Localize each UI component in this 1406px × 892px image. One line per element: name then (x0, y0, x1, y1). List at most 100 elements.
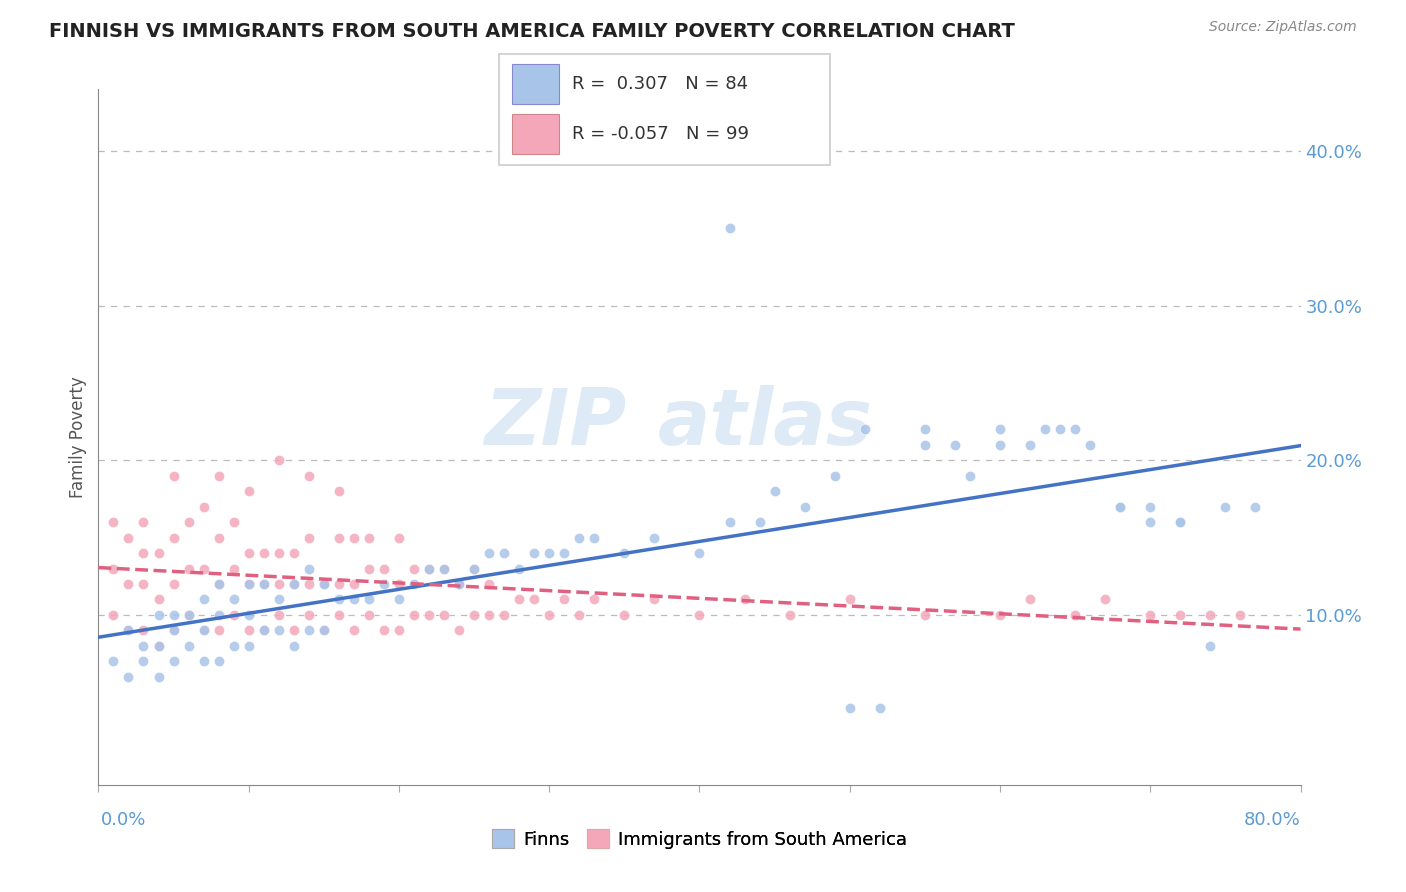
Point (283, 639, 305, 653)
Point (402, 577, 425, 591)
Bar (512, 63, 558, 103)
Point (508, 561, 530, 575)
Point (523, 546, 546, 560)
Point (238, 577, 260, 591)
Point (148, 592, 170, 607)
Point (162, 531, 184, 545)
Point (253, 624, 276, 638)
Point (388, 592, 411, 607)
Point (373, 624, 395, 638)
Point (148, 670, 170, 684)
Point (793, 500, 815, 514)
Point (177, 639, 200, 653)
Point (148, 607, 170, 622)
Point (1170, 607, 1192, 622)
Point (132, 654, 155, 668)
Point (463, 561, 485, 575)
Point (343, 624, 366, 638)
Point (267, 607, 290, 622)
Point (688, 607, 710, 622)
Point (298, 607, 321, 622)
Point (238, 607, 260, 622)
Point (238, 484, 260, 499)
Point (238, 577, 260, 591)
Point (1078, 438, 1101, 452)
Point (343, 592, 366, 607)
Point (298, 577, 321, 591)
Point (238, 639, 260, 653)
Point (388, 531, 411, 545)
Point (162, 607, 184, 622)
Point (208, 577, 231, 591)
Y-axis label: Family Poverty: Family Poverty (69, 376, 87, 498)
Point (779, 607, 801, 622)
Point (1064, 607, 1087, 622)
Point (538, 607, 561, 622)
Point (1199, 639, 1222, 653)
Point (568, 531, 591, 545)
Point (463, 607, 485, 622)
Point (162, 624, 184, 638)
Point (162, 624, 184, 638)
Point (193, 624, 215, 638)
Point (267, 577, 290, 591)
Point (222, 639, 245, 653)
Point (357, 531, 380, 545)
Point (283, 577, 305, 591)
Point (312, 577, 335, 591)
Point (914, 438, 936, 452)
Point (328, 484, 350, 499)
Point (343, 531, 366, 545)
Text: R = -0.057   N = 99: R = -0.057 N = 99 (572, 125, 749, 143)
Point (208, 468, 231, 483)
Point (613, 607, 636, 622)
Text: 0.0%: 0.0% (101, 811, 146, 829)
Point (343, 577, 366, 591)
Point (298, 468, 321, 483)
Point (853, 422, 876, 436)
Point (494, 546, 516, 560)
Point (328, 577, 350, 591)
Point (478, 577, 501, 591)
Point (463, 561, 485, 575)
Point (1033, 422, 1056, 436)
Point (312, 577, 335, 591)
Point (1139, 607, 1161, 622)
Point (177, 607, 200, 622)
Point (734, 592, 756, 607)
Point (553, 592, 575, 607)
Point (1170, 515, 1192, 529)
Point (148, 639, 170, 653)
Point (132, 546, 155, 560)
Point (508, 592, 530, 607)
Point (643, 592, 665, 607)
Point (193, 592, 215, 607)
Text: R =  0.307   N = 84: R = 0.307 N = 84 (572, 75, 748, 93)
Point (132, 515, 155, 529)
Point (117, 670, 139, 684)
Point (914, 607, 936, 622)
Point (177, 607, 200, 622)
Point (1244, 500, 1267, 514)
Point (132, 624, 155, 638)
Point (494, 607, 516, 622)
Point (193, 624, 215, 638)
Point (838, 592, 860, 607)
Point (478, 607, 501, 622)
Point (718, 221, 741, 235)
Point (433, 561, 456, 575)
Point (328, 607, 350, 622)
Point (357, 607, 380, 622)
Point (177, 561, 200, 575)
Point (222, 592, 245, 607)
Point (253, 546, 276, 560)
Point (267, 546, 290, 560)
FancyBboxPatch shape (499, 54, 830, 165)
Point (447, 577, 470, 591)
Point (553, 546, 575, 560)
Point (177, 515, 200, 529)
Point (357, 561, 380, 575)
Point (433, 607, 456, 622)
Point (523, 592, 546, 607)
Point (208, 607, 231, 622)
